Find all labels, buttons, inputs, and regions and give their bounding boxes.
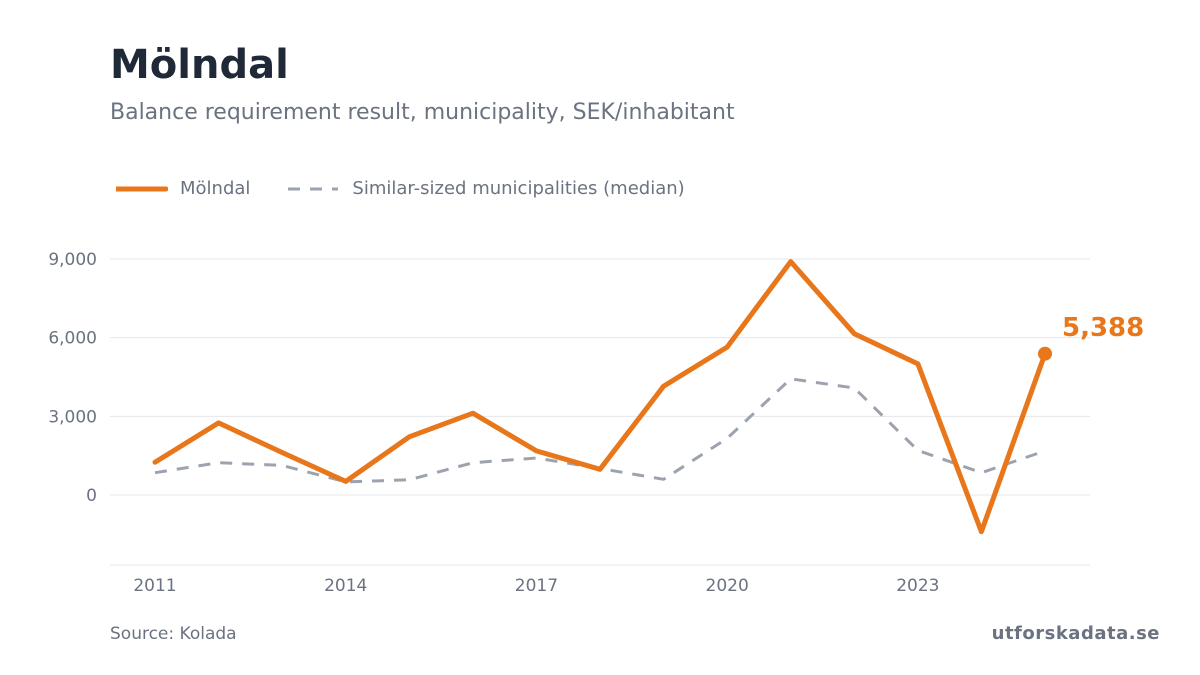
legend-swatch-dashed [288, 187, 339, 190]
legend: Mölndal Similar-sized municipalities (me… [116, 178, 723, 199]
legend-item-median: Similar-sized municipalities (median) [288, 178, 685, 199]
x-tick-label: 2020 [706, 576, 749, 596]
x-tick-label: 2011 [133, 576, 176, 596]
x-tick-label: 2014 [324, 576, 367, 596]
brand-link[interactable]: utforskadata.se [991, 623, 1160, 644]
x-tick-label: 2017 [515, 576, 558, 596]
y-tick-label: 0 [86, 486, 97, 506]
x-tick-label: 2023 [896, 576, 939, 596]
legend-label-molndal: Mölndal [180, 178, 251, 199]
legend-swatch-solid [116, 186, 168, 191]
chart-title: Mölndal [110, 42, 289, 88]
label-layer: 5,388 [1038, 313, 1144, 361]
y-tick-label: 6,000 [48, 329, 97, 349]
y-tick-label: 3,000 [48, 407, 97, 427]
end-point-marker [1038, 346, 1052, 361]
chart-subtitle: Balance requirement result, municipality… [110, 100, 735, 125]
series-layer [152, 259, 1048, 535]
grid-layer [110, 258, 1090, 496]
source-note: Source: Kolada [110, 624, 237, 644]
axis-layer: 0 3,000 6,000 9,000 2011 2014 2017 2020 2023 [48, 250, 1090, 596]
end-value-label: 5,388 [1062, 313, 1144, 343]
series-line-molndal [152, 259, 1048, 535]
legend-label-median: Similar-sized municipalities (median) [352, 178, 685, 199]
legend-item-molndal: Mölndal [116, 178, 250, 199]
y-tick-label: 9,000 [48, 250, 97, 270]
